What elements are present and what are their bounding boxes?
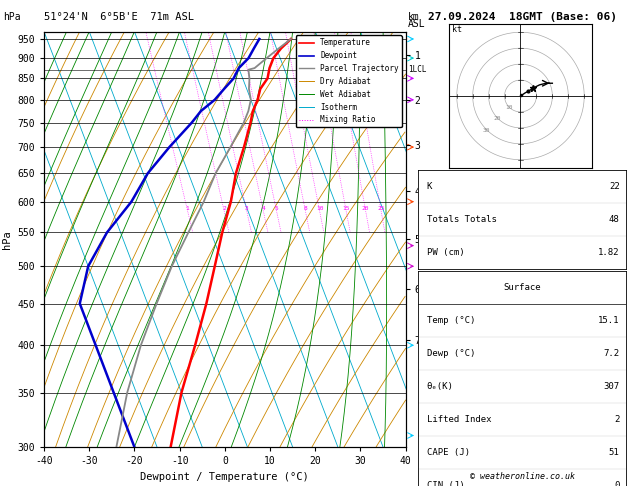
Text: 8: 8 — [303, 206, 307, 210]
Text: 2: 2 — [222, 206, 226, 210]
Text: 1: 1 — [186, 206, 189, 210]
Text: 1LCL: 1LCL — [408, 65, 427, 74]
Text: 3: 3 — [245, 206, 248, 210]
Text: CAPE (J): CAPE (J) — [426, 448, 470, 457]
Text: 48: 48 — [609, 215, 620, 224]
Text: 30: 30 — [482, 128, 490, 133]
Text: kt: kt — [452, 25, 462, 35]
Text: 4: 4 — [262, 206, 265, 210]
Text: 0: 0 — [615, 481, 620, 486]
Text: Dewp (°C): Dewp (°C) — [426, 349, 475, 358]
Text: Totals Totals: Totals Totals — [426, 215, 496, 224]
Y-axis label: km
ASL: km ASL — [423, 230, 445, 248]
Text: 1.82: 1.82 — [598, 248, 620, 257]
Text: 7.2: 7.2 — [603, 349, 620, 358]
Text: 2: 2 — [615, 415, 620, 424]
Text: Lifted Index: Lifted Index — [426, 415, 491, 424]
Text: 27.09.2024  18GMT (Base: 06): 27.09.2024 18GMT (Base: 06) — [428, 12, 616, 22]
Text: 10: 10 — [505, 105, 513, 110]
X-axis label: Dewpoint / Temperature (°C): Dewpoint / Temperature (°C) — [140, 472, 309, 482]
Text: Temp (°C): Temp (°C) — [426, 316, 475, 325]
Text: 51°24'N  6°5B'E  71m ASL: 51°24'N 6°5B'E 71m ASL — [44, 12, 194, 22]
Text: 51: 51 — [609, 448, 620, 457]
Text: 20: 20 — [362, 206, 369, 210]
Text: 307: 307 — [603, 382, 620, 391]
Text: 20: 20 — [494, 117, 501, 122]
Text: 22: 22 — [609, 182, 620, 191]
Text: 10: 10 — [316, 206, 323, 210]
Text: Surface: Surface — [503, 283, 541, 292]
Text: 5: 5 — [275, 206, 279, 210]
Text: hPa: hPa — [3, 12, 21, 22]
Text: θₑ(K): θₑ(K) — [426, 382, 454, 391]
Y-axis label: hPa: hPa — [2, 230, 12, 249]
Text: km: km — [408, 12, 420, 22]
Legend: Temperature, Dewpoint, Parcel Trajectory, Dry Adiabat, Wet Adiabat, Isotherm, Mi: Temperature, Dewpoint, Parcel Trajectory… — [296, 35, 402, 127]
Text: 25: 25 — [377, 206, 385, 210]
Text: 15.1: 15.1 — [598, 316, 620, 325]
Text: ASL: ASL — [408, 19, 425, 30]
Text: CIN (J): CIN (J) — [426, 481, 464, 486]
Text: PW (cm): PW (cm) — [426, 248, 464, 257]
Text: © weatheronline.co.uk: © weatheronline.co.uk — [470, 472, 574, 481]
Text: K: K — [426, 182, 432, 191]
Text: 15: 15 — [342, 206, 350, 210]
